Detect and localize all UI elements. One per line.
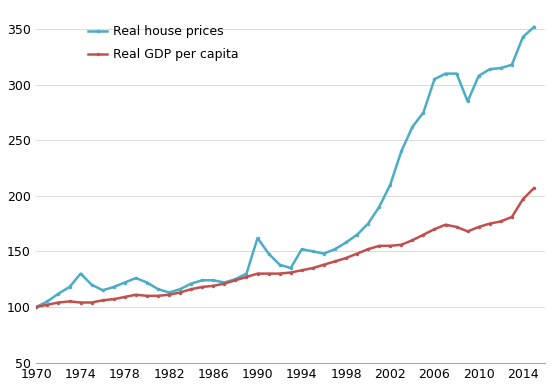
Legend: Real house prices, Real GDP per capita: Real house prices, Real GDP per capita	[83, 20, 244, 66]
Real house prices	[354, 232, 360, 237]
Real house prices	[497, 66, 504, 70]
Real house prices	[221, 280, 227, 285]
Real house prices	[88, 282, 95, 287]
Real house prices	[132, 276, 139, 281]
Real house prices	[431, 77, 438, 81]
Real GDP per capita	[232, 278, 238, 282]
Real house prices	[33, 305, 40, 309]
Real house prices	[199, 278, 205, 282]
Real GDP per capita	[66, 299, 73, 304]
Real GDP per capita	[188, 287, 194, 291]
Real house prices	[232, 277, 238, 282]
Real GDP per capita	[453, 225, 460, 229]
Real GDP per capita	[475, 225, 482, 229]
Real house prices	[188, 281, 194, 286]
Real GDP per capita	[376, 244, 383, 248]
Real GDP per capita	[266, 271, 272, 276]
Real house prices	[77, 271, 84, 276]
Real GDP per capita	[519, 197, 526, 201]
Real house prices	[332, 247, 338, 251]
Real house prices	[254, 236, 261, 241]
Real house prices	[508, 62, 515, 67]
Real GDP per capita	[155, 293, 161, 298]
Real house prices	[387, 182, 394, 187]
Real house prices	[486, 67, 493, 71]
Real GDP per capita	[166, 293, 172, 297]
Real GDP per capita	[121, 294, 128, 299]
Real house prices	[464, 99, 471, 104]
Real house prices	[210, 278, 216, 282]
Real GDP per capita	[277, 271, 283, 276]
Real house prices	[475, 73, 482, 78]
Real house prices	[277, 262, 283, 267]
Real house prices	[110, 285, 117, 289]
Real house prices	[321, 251, 327, 256]
Real GDP per capita	[508, 215, 515, 219]
Real house prices	[121, 280, 128, 285]
Real GDP per capita	[354, 251, 360, 256]
Real house prices	[166, 290, 172, 295]
Real house prices	[44, 299, 51, 304]
Real GDP per capita	[99, 298, 106, 303]
Real GDP per capita	[44, 302, 51, 307]
Real GDP per capita	[497, 219, 504, 224]
Real GDP per capita	[321, 262, 327, 267]
Real house prices	[288, 266, 294, 270]
Line: Real house prices: Real house prices	[35, 25, 536, 309]
Real GDP per capita	[420, 232, 427, 237]
Real house prices	[365, 221, 371, 226]
Real GDP per capita	[210, 284, 216, 288]
Real GDP per capita	[409, 238, 416, 242]
Real GDP per capita	[332, 259, 338, 264]
Real house prices	[530, 24, 537, 29]
Real GDP per capita	[177, 290, 183, 295]
Real house prices	[144, 280, 150, 285]
Real house prices	[519, 35, 526, 39]
Real GDP per capita	[199, 285, 205, 289]
Real house prices	[376, 204, 383, 209]
Real house prices	[299, 247, 305, 251]
Real GDP per capita	[254, 271, 261, 276]
Real GDP per capita	[398, 242, 405, 247]
Real GDP per capita	[288, 270, 294, 275]
Line: Real GDP per capita: Real GDP per capita	[35, 186, 536, 309]
Real house prices	[453, 71, 460, 76]
Real GDP per capita	[243, 275, 250, 279]
Real house prices	[398, 149, 405, 154]
Real house prices	[55, 291, 62, 296]
Real GDP per capita	[88, 300, 95, 305]
Real GDP per capita	[144, 293, 150, 298]
Real house prices	[409, 125, 416, 129]
Real house prices	[343, 240, 349, 245]
Real GDP per capita	[387, 244, 394, 248]
Real house prices	[442, 71, 449, 76]
Real house prices	[155, 287, 161, 291]
Real GDP per capita	[530, 186, 537, 191]
Real GDP per capita	[33, 305, 40, 309]
Real GDP per capita	[442, 222, 449, 227]
Real house prices	[177, 287, 183, 291]
Real GDP per capita	[464, 229, 471, 234]
Real GDP per capita	[299, 268, 305, 273]
Real GDP per capita	[110, 297, 117, 301]
Real GDP per capita	[132, 293, 139, 297]
Real GDP per capita	[343, 256, 349, 260]
Real GDP per capita	[55, 300, 62, 305]
Real house prices	[310, 249, 316, 254]
Real GDP per capita	[77, 300, 84, 305]
Real GDP per capita	[365, 247, 371, 251]
Real house prices	[66, 285, 73, 289]
Real house prices	[420, 110, 427, 115]
Real house prices	[99, 288, 106, 293]
Real GDP per capita	[431, 227, 438, 232]
Real GDP per capita	[310, 266, 316, 270]
Real house prices	[243, 271, 250, 276]
Real house prices	[266, 251, 272, 256]
Real GDP per capita	[486, 221, 493, 226]
Real GDP per capita	[221, 281, 227, 286]
